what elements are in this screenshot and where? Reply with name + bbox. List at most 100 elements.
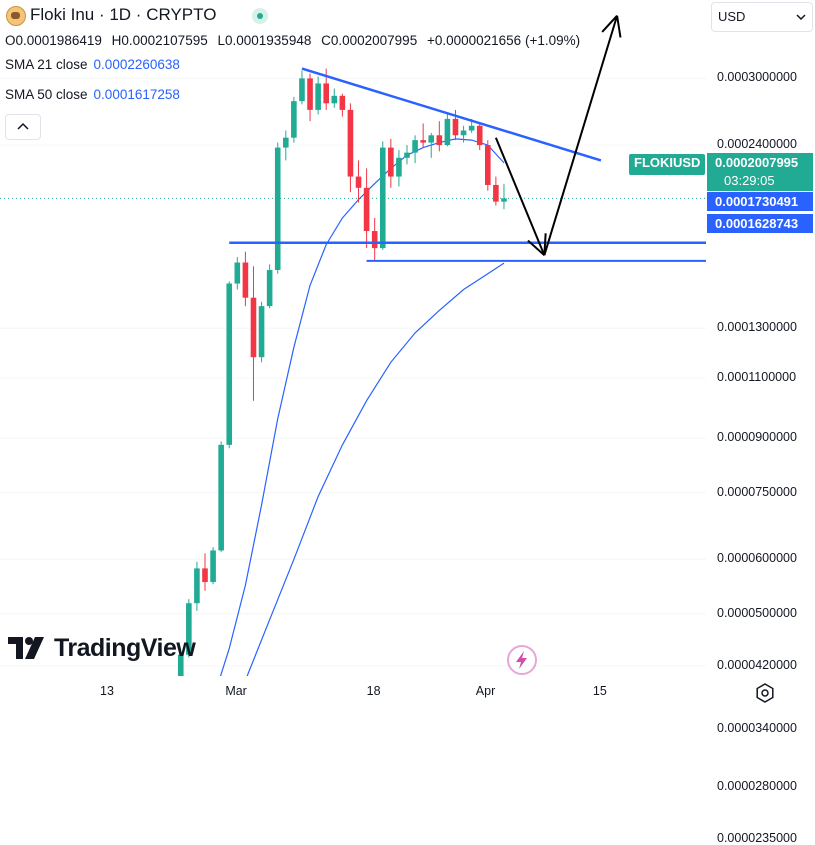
- candle-body: [194, 568, 200, 604]
- open-value: 0.0001986419: [15, 33, 102, 48]
- price-tick-label: 0.0000420000: [717, 657, 797, 672]
- sma50-legend[interactable]: SMA 50 close 0.0001617258: [5, 87, 180, 102]
- candle-body: [412, 140, 418, 153]
- candle-body: [347, 109, 354, 177]
- price-tick-label: 0.0000600000: [717, 551, 797, 566]
- candle[interactable]: [250, 266, 257, 401]
- candle-body: [274, 147, 281, 270]
- candle-body: [202, 568, 208, 583]
- candle-body: [307, 78, 313, 110]
- drawings[interactable]: [229, 15, 706, 262]
- candle[interactable]: [339, 93, 346, 117]
- candle[interactable]: [226, 281, 233, 449]
- candle[interactable]: [299, 70, 305, 105]
- price-chart[interactable]: [0, 0, 706, 676]
- candle[interactable]: [218, 441, 224, 552]
- candle-body: [468, 125, 475, 131]
- candle[interactable]: [234, 257, 241, 290]
- candle[interactable]: [283, 130, 289, 161]
- sma50-line: [246, 262, 505, 676]
- candle-body: [428, 135, 435, 143]
- candle-body: [444, 118, 451, 146]
- price-tick-label: 0.0000280000: [717, 779, 797, 793]
- candles[interactable]: [0, 68, 507, 676]
- market-open-icon: [252, 8, 268, 24]
- candle[interactable]: [501, 183, 507, 210]
- candle[interactable]: [331, 88, 338, 108]
- time-tick-label: Apr: [475, 684, 496, 698]
- candle[interactable]: [347, 103, 354, 193]
- trendline: [301, 67, 602, 162]
- candle-body: [363, 187, 370, 232]
- candle-body: [218, 444, 224, 551]
- currency-select[interactable]: USD: [711, 2, 813, 32]
- candle-body: [452, 118, 459, 136]
- change-value: +0.0000021656 (+1.09%): [426, 33, 581, 48]
- candle[interactable]: [485, 140, 491, 191]
- price-tick-label: 0.0000500000: [717, 605, 797, 620]
- candle[interactable]: [363, 168, 370, 249]
- candle-body: [485, 145, 491, 185]
- candle[interactable]: [388, 138, 394, 188]
- candle-body: [186, 603, 192, 655]
- floki-coin-icon: [6, 6, 26, 26]
- candle[interactable]: [476, 123, 483, 151]
- candle[interactable]: [194, 561, 200, 611]
- candle[interactable]: [315, 76, 321, 115]
- candle[interactable]: [291, 96, 297, 143]
- arrow-down: [494, 137, 546, 256]
- support-1-value: 0.0001730491: [715, 194, 799, 209]
- sma21-line: [219, 138, 505, 676]
- candle-body: [339, 95, 346, 110]
- candle[interactable]: [404, 145, 410, 165]
- candle[interactable]: [210, 547, 216, 585]
- candle[interactable]: [493, 176, 499, 206]
- close-value: 0.0002007995: [330, 33, 418, 48]
- support-1-price-tag: 0.0001730491: [707, 192, 813, 211]
- candle[interactable]: [242, 251, 249, 307]
- candle[interactable]: [355, 160, 362, 203]
- candle[interactable]: [379, 141, 386, 250]
- price-axis[interactable]: [706, 0, 815, 676]
- candle[interactable]: [266, 264, 273, 309]
- low-label: L: [217, 33, 225, 48]
- candle[interactable]: [436, 121, 443, 152]
- candle-body: [371, 231, 378, 249]
- candle[interactable]: [274, 142, 281, 274]
- candle[interactable]: [177, 651, 184, 676]
- candle-body: [250, 297, 257, 358]
- candle[interactable]: [202, 553, 208, 591]
- candle-body: [501, 198, 507, 202]
- price-tick-label: 0.0000235000: [717, 831, 797, 845]
- sma21-legend[interactable]: SMA 21 close 0.0002260638: [5, 57, 180, 72]
- candle[interactable]: [420, 123, 426, 148]
- settings-gear-icon[interactable]: [755, 683, 775, 703]
- candle-body: [355, 176, 362, 188]
- tradingview-mark-icon: [8, 637, 44, 659]
- lightning-bolt-icon[interactable]: [507, 645, 537, 675]
- high-label: H: [111, 33, 122, 48]
- candle[interactable]: [258, 301, 265, 363]
- symbol-price-tag: FLOKIUSD: [629, 154, 706, 175]
- candle[interactable]: [307, 73, 313, 122]
- price-tick-label: 0.0000340000: [717, 721, 797, 735]
- candle-body: [493, 184, 499, 202]
- candle[interactable]: [412, 135, 418, 164]
- candle-body: [283, 137, 289, 148]
- candle[interactable]: [186, 599, 192, 658]
- time-tick-label: 15: [592, 684, 607, 698]
- price-tick-label: 0.0001300000: [717, 320, 797, 335]
- sma50-value: 0.0001617258: [93, 87, 180, 102]
- symbol-title[interactable]: Floki Inu · 1D · CRYPTO: [30, 5, 217, 24]
- arrow-up: [543, 15, 619, 256]
- candle-body: [177, 654, 184, 676]
- candle[interactable]: [396, 150, 402, 187]
- candle-body: [291, 101, 297, 138]
- candle[interactable]: [428, 132, 435, 158]
- candle[interactable]: [371, 218, 378, 261]
- candle-body: [226, 283, 233, 445]
- candle[interactable]: [460, 125, 467, 143]
- collapse-legend-button[interactable]: [5, 114, 41, 140]
- candle-body: [234, 262, 241, 284]
- candle[interactable]: [444, 114, 451, 147]
